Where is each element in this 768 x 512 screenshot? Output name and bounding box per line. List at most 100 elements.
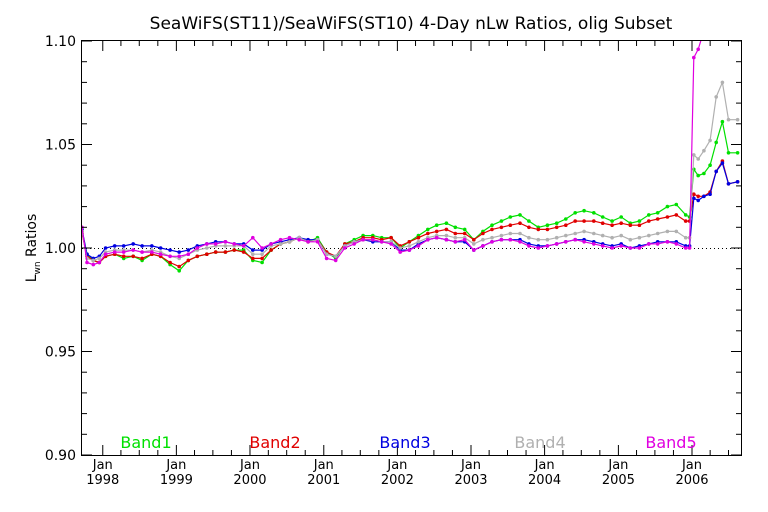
data-point xyxy=(213,242,218,246)
y-tick-label: 0.90 xyxy=(45,448,76,464)
data-point xyxy=(687,246,692,250)
data-point xyxy=(647,213,651,217)
data-point xyxy=(696,157,700,161)
data-point xyxy=(490,223,494,227)
data-point xyxy=(637,235,642,240)
data-point xyxy=(434,235,439,240)
data-point xyxy=(287,235,292,240)
data-point xyxy=(508,237,513,242)
data-point xyxy=(150,250,154,254)
data-point xyxy=(683,213,688,217)
data-point xyxy=(720,161,725,165)
data-point xyxy=(600,244,605,248)
data-point xyxy=(434,223,439,227)
data-point xyxy=(97,260,102,265)
data-point xyxy=(324,252,329,256)
data-point xyxy=(655,242,660,246)
data-point xyxy=(527,235,531,240)
data-point xyxy=(702,148,706,153)
data-point xyxy=(564,223,568,227)
data-point xyxy=(696,194,700,199)
data-point xyxy=(702,29,706,33)
data-point xyxy=(610,219,614,223)
x-tick-label-year: 2002 xyxy=(381,473,414,488)
data-point xyxy=(131,254,135,259)
y-axis-label-rest: Ratios xyxy=(24,214,40,262)
data-point xyxy=(453,225,458,230)
data-point xyxy=(195,246,200,250)
data-point xyxy=(131,248,135,252)
data-point xyxy=(726,151,731,155)
data-point xyxy=(168,248,172,252)
data-point xyxy=(573,237,577,242)
data-point xyxy=(665,204,670,209)
data-point xyxy=(232,242,236,246)
data-point xyxy=(527,225,531,230)
data-point xyxy=(692,196,696,201)
data-point xyxy=(600,215,605,219)
data-point xyxy=(508,223,513,227)
data-point xyxy=(610,235,614,240)
data-point xyxy=(444,233,449,238)
data-point xyxy=(610,223,614,227)
data-point xyxy=(714,169,718,174)
data-point xyxy=(416,240,421,244)
data-point xyxy=(251,256,255,261)
data-point xyxy=(223,250,228,254)
data-point xyxy=(158,252,163,256)
data-point xyxy=(472,248,476,252)
series-line xyxy=(82,80,738,262)
data-point xyxy=(554,235,559,240)
data-point xyxy=(637,246,642,250)
x-tick-label-month: Jan xyxy=(534,458,555,473)
data-point xyxy=(696,47,700,52)
data-point xyxy=(260,260,264,265)
data-point xyxy=(241,250,246,254)
y-tick-label: 1.10 xyxy=(45,34,76,50)
data-point xyxy=(472,237,476,242)
data-point xyxy=(398,246,403,250)
data-point xyxy=(674,229,679,234)
legend-item-band2: Band2 xyxy=(249,433,300,452)
data-point xyxy=(637,223,642,227)
data-point xyxy=(352,242,357,246)
plot-area xyxy=(81,29,742,456)
data-point xyxy=(177,250,181,254)
data-point xyxy=(140,256,144,261)
data-point xyxy=(714,140,718,145)
data-point xyxy=(269,248,273,252)
data-point xyxy=(600,221,605,225)
data-point xyxy=(260,256,264,261)
data-point xyxy=(619,244,623,248)
data-point xyxy=(592,242,596,246)
data-point xyxy=(702,171,706,176)
data-point xyxy=(655,217,660,221)
data-point xyxy=(592,231,596,236)
data-point xyxy=(97,256,102,261)
data-point xyxy=(426,227,430,232)
data-point xyxy=(297,237,302,242)
data-point xyxy=(361,237,365,242)
data-point xyxy=(696,173,700,178)
y-axis: 0.90 0.95 1.00 1.05 1.10 xyxy=(45,34,741,464)
x-tick-label-year: 2001 xyxy=(307,473,340,488)
data-point xyxy=(499,219,504,223)
data-point xyxy=(481,237,485,242)
x-tick-label-year: 2006 xyxy=(675,473,708,488)
data-point xyxy=(333,254,338,259)
series-line xyxy=(82,41,702,266)
data-point xyxy=(205,242,209,246)
data-point xyxy=(112,250,117,254)
data-point xyxy=(683,235,688,240)
data-point xyxy=(683,246,688,250)
data-point xyxy=(628,223,633,227)
x-tick-label-month: Jan xyxy=(607,458,628,473)
data-point xyxy=(692,55,696,60)
data-point xyxy=(389,242,393,246)
x-tick-label-month: Jan xyxy=(386,458,407,473)
series-line xyxy=(82,161,738,260)
data-point xyxy=(582,219,586,223)
data-point xyxy=(490,240,494,244)
data-point xyxy=(177,269,181,273)
